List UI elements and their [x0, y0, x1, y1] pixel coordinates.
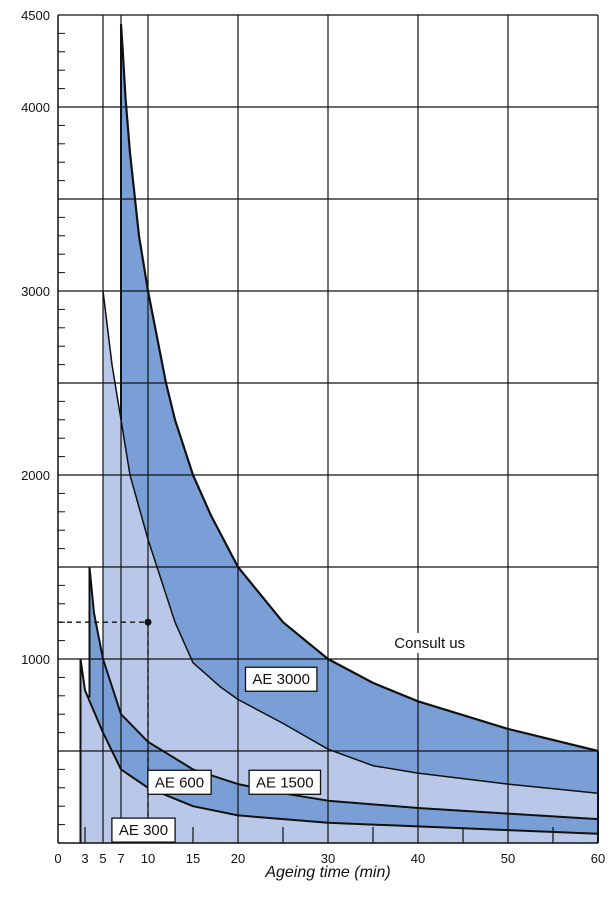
label-ae-3000: AE 3000: [252, 671, 310, 688]
y-tick-label: 1000: [21, 652, 50, 667]
y-tick-label: 3000: [21, 284, 50, 299]
x-tick-label: 0: [54, 851, 61, 866]
label-ae-600: AE 600: [155, 774, 204, 791]
y-tick-label: 4500: [21, 8, 50, 23]
x-tick-label: 5: [99, 851, 106, 866]
area-ae-3000: [121, 24, 598, 794]
curve-ae-600: [88, 566, 599, 821]
x-tick-label: 3: [81, 851, 88, 866]
label-ae-1500: AE 1500: [256, 774, 314, 791]
y-tick-label: 4000: [21, 100, 50, 115]
consult-us-annotation: Consult us: [394, 635, 465, 652]
x-tick-label: 40: [411, 851, 425, 866]
x-tick-label: 20: [231, 851, 245, 866]
label-box-ae-1500: [248, 769, 322, 795]
curve-ae-3000: [119, 24, 599, 753]
label-box-ae-3000: [244, 666, 318, 692]
curve-ae-300: [79, 658, 599, 835]
x-tick-label: 10: [141, 851, 155, 866]
curve-ae-1500: [102, 290, 599, 795]
example-point: [144, 618, 152, 626]
label-box-ae-300: [111, 817, 176, 843]
x-tick-label: 7: [117, 851, 124, 866]
consult-us-background: [383, 632, 476, 653]
label-box-ae-600: [147, 769, 212, 795]
x-axis-title: Ageing time (min): [264, 864, 390, 881]
x-tick-label: 50: [501, 851, 515, 866]
y-tick-label: 2000: [21, 468, 50, 483]
area-ae-1500: [103, 291, 598, 843]
x-tick-label: 15: [186, 851, 200, 866]
x-tick-label: 30: [321, 851, 335, 866]
label-ae-300: AE 300: [119, 822, 168, 839]
x-tick-label: 60: [591, 851, 605, 866]
